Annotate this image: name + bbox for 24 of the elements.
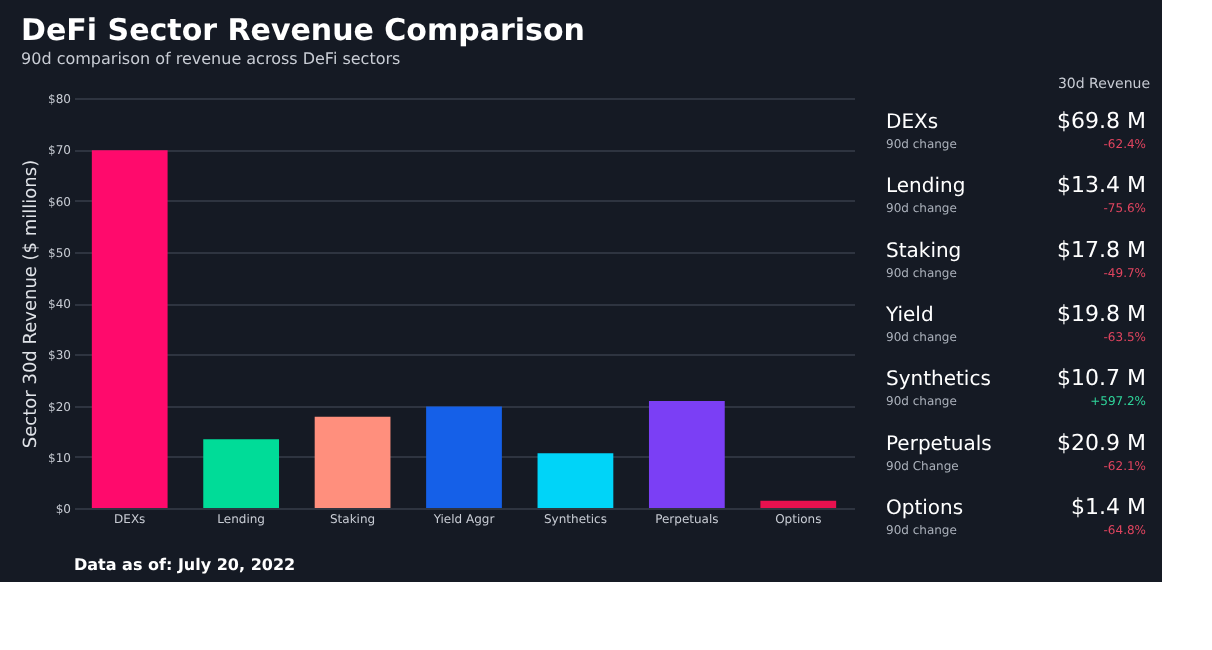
text: Synthetics: [886, 369, 991, 392]
text: Yield: [884, 305, 934, 327]
bar: [314, 416, 391, 508]
text: Data as of: July 20, 2022: [74, 556, 296, 574]
text: Staking: [886, 240, 962, 263]
text: $17.8 M: [1057, 236, 1146, 263]
bar: [537, 453, 614, 508]
chart-title: DeFi Sector Revenue Comparison: [21, 12, 585, 48]
bar: [648, 400, 725, 508]
text: Lending: [886, 176, 966, 199]
bar: [91, 150, 168, 508]
chart-subtitle: 90d comparison of revenue across DeFi sectors: [21, 50, 401, 68]
bar: [203, 439, 280, 508]
text: $1.4 M: [1071, 493, 1146, 520]
bar: [760, 500, 837, 508]
text: DEXs: [886, 112, 939, 135]
bar: [426, 406, 502, 508]
y-axis-title: Sector 30d Revenue ($ millions): [22, 159, 43, 449]
text: $10.7 M: [1057, 365, 1146, 392]
text: $20.9 M: [1057, 429, 1146, 456]
text: $19.8 M: [1057, 301, 1146, 327]
text: $69.8 M: [1057, 108, 1146, 135]
text: Perpetuals: [886, 433, 992, 456]
text: $13.4 M: [1057, 172, 1146, 199]
